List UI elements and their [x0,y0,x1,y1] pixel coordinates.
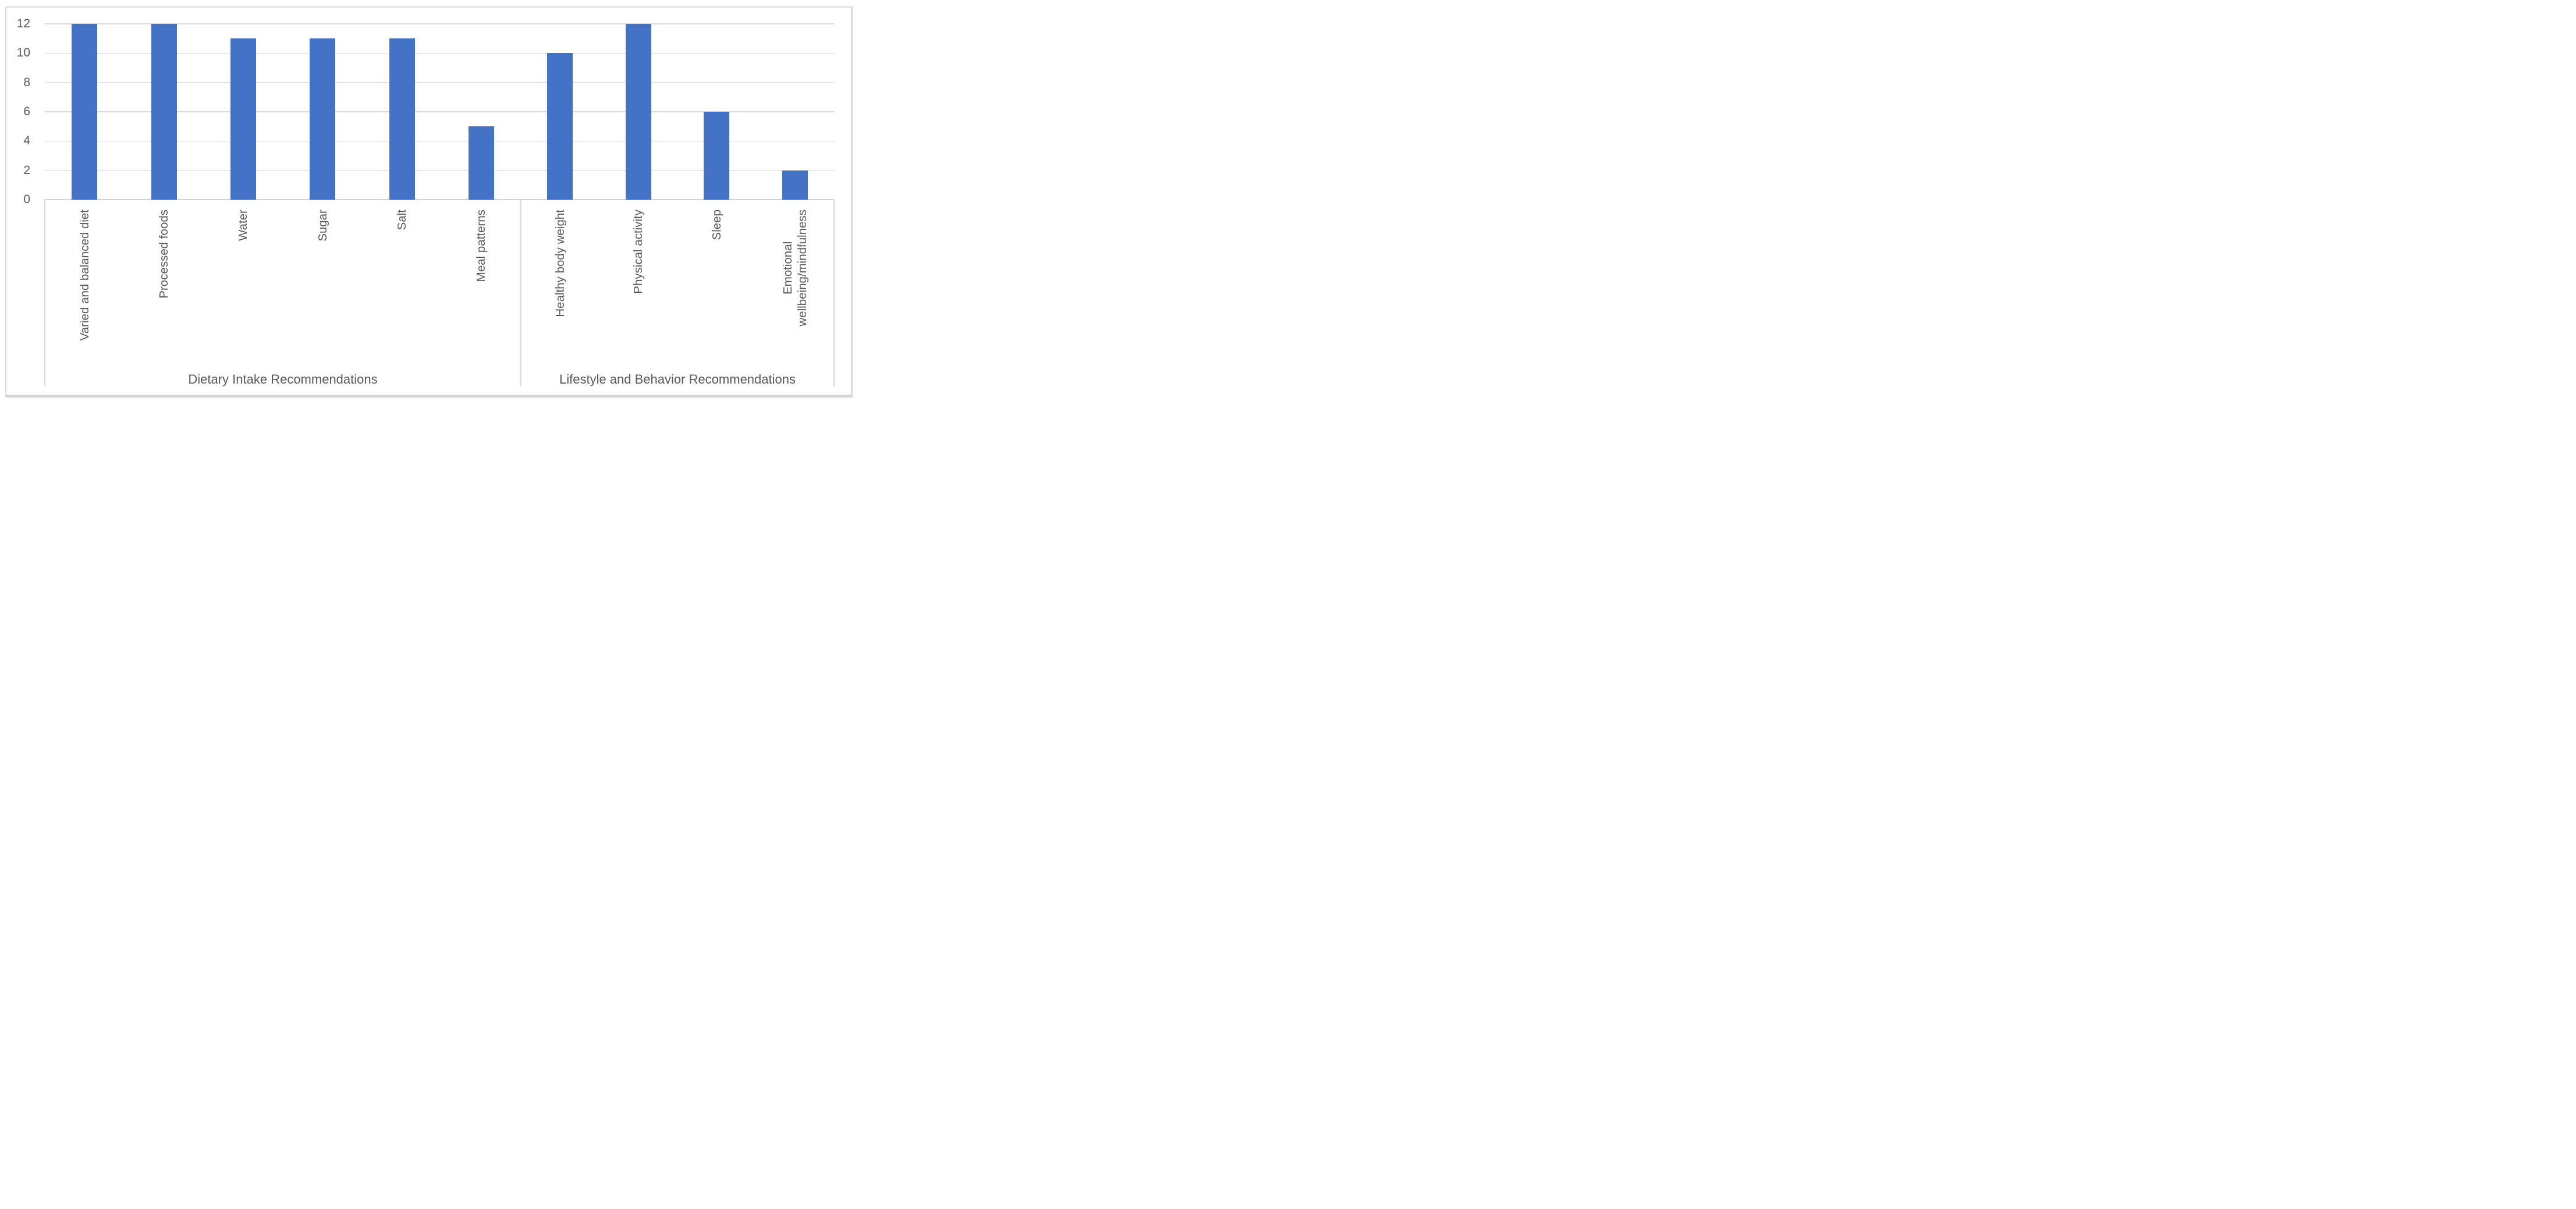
y-tick-label-8: 8 [23,75,30,89]
bar-processed-foods [151,24,177,200]
y-tick-label-2: 2 [23,163,30,177]
category-label-salt: Salt [395,210,409,231]
category-label-water: Water [236,210,250,241]
category-label-meal-patterns: Meal patterns [474,210,488,282]
category-label-emotional-wellbeing-mindfulness: Emotional wellbeing/mindfulness [780,210,810,359]
category-label-processed-foods: Processed foods [157,210,171,299]
bar-chart: 0 2 4 6 8 10 12 Varied and balanced diet Process… [0,0,859,403]
gridline-y-2 [45,169,834,171]
gridline-y-6 [45,111,834,112]
x-axis-line [45,199,834,200]
y-tick-label-10: 10 [16,46,30,60]
bar-emotional-wellbeing-mindfulness [782,170,808,200]
group-label-lifestyle-and-behavior-recommendations: Lifestyle and Behavior Recommendations [559,372,796,387]
category-label-varied-and-balanced-diet: Varied and balanced diet [77,210,91,341]
bar-physical-activity [625,24,651,200]
bar-salt [389,38,415,200]
category-label-physical-activity: Physical activity [631,210,645,294]
group-divider-line [520,200,521,387]
bar-healthy-body-weight [547,53,573,200]
category-label-lines: Emotional wellbeing/mindfulness [780,210,809,327]
y-tick-label-4: 4 [23,134,30,148]
bar-water [230,38,256,200]
chart-plot-border [5,6,853,398]
gridline-y-4 [45,140,834,142]
y-tick-label-0: 0 [23,193,30,206]
bar-sugar [310,38,336,200]
group-label-dietary-intake-recommendations: Dietary Intake Recommendations [188,372,378,387]
bar-varied-and-balanced-diet [72,24,98,200]
category-label-sleep: Sleep [709,210,723,240]
category-label-sugar: Sugar [315,210,329,242]
axis-edge-line [833,200,835,387]
y-tick-label-6: 6 [23,105,30,118]
gridline-y-12 [45,23,834,24]
bar-meal-patterns [468,126,494,200]
axis-edge-line [44,200,45,387]
y-tick-label-12: 12 [16,17,30,30]
category-label-healthy-body-weight: Healthy body weight [553,210,567,317]
gridline-y-8 [45,81,834,83]
gridline-y-10 [45,52,834,54]
bar-sleep [704,112,730,200]
